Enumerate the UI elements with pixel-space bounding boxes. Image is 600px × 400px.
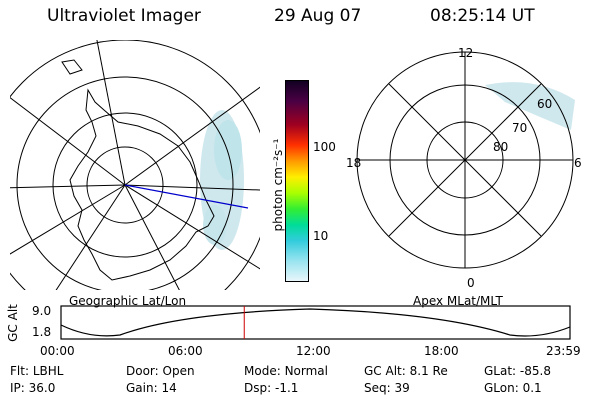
status-ip: IP: 36.0	[10, 381, 56, 395]
magnetic-polar-map	[356, 51, 575, 269]
status-gain: Gain: 14	[126, 381, 177, 395]
status-flt: Flt: LBHL	[10, 364, 64, 378]
observation-time: 08:25:14 UT	[430, 6, 535, 26]
status-gc-alt: GC Alt: 8.1 Re	[364, 364, 448, 378]
orbit-xtick-0600: 06:00	[168, 344, 203, 358]
mlt-label-12: 12	[458, 46, 474, 60]
orbit-ytick-high: 9.0	[32, 304, 52, 318]
orbit-xtick-2359: 23:59	[546, 344, 581, 358]
antarctica-coastline	[69, 88, 215, 281]
orbit-ylabel: GC Alt	[6, 304, 20, 342]
right-aurora-emission	[485, 82, 575, 130]
status-mode: Mode: Normal	[244, 364, 328, 378]
mlt-label-18: 18	[346, 156, 362, 170]
mlat-label-80: 80	[493, 140, 509, 154]
orbit-xtick-1800: 18:00	[424, 344, 459, 358]
island-outline	[61, 59, 83, 75]
orbit-altitude-curve	[60, 308, 571, 337]
instrument-title: Ultraviolet Imager	[47, 6, 201, 26]
subsatellite-direction-line	[124, 184, 249, 209]
status-glat: GLat: -85.8	[484, 364, 551, 378]
intensity-colorbar	[285, 80, 309, 282]
colorbar-unit-label: photon cm⁻²s⁻¹	[271, 138, 285, 232]
mlat-label-70: 70	[512, 121, 528, 135]
mlat-label-60: 60	[537, 97, 553, 111]
colorbar-tick-10: 10	[313, 229, 329, 243]
orbit-xtick-0000: 00:00	[40, 344, 75, 358]
orbit-altitude-plot	[60, 305, 571, 340]
right-panel-caption: Apex MLat/MLT	[413, 294, 503, 308]
observation-date: 29 Aug 07	[274, 6, 362, 26]
mlt-label-0: 0	[467, 276, 475, 290]
mlt-label-6: 6	[574, 156, 582, 170]
status-glon: GLon: 0.1	[484, 381, 542, 395]
left-aurora-emission	[200, 110, 244, 250]
left-panel-caption: Geographic Lat/Lon	[69, 294, 187, 308]
status-door: Door: Open	[126, 364, 195, 378]
lat-circle-inner	[86, 146, 164, 224]
lat-circle-outer	[16, 76, 234, 290]
status-seq: Seq: 39	[364, 381, 410, 395]
colorbar-tick-100: 100	[313, 140, 336, 154]
lat-circle-mid	[52, 112, 198, 258]
geographic-polar-map	[10, 40, 260, 290]
status-dsp: Dsp: -1.1	[244, 381, 299, 395]
orbit-xtick-1200: 12:00	[296, 344, 331, 358]
orbit-ytick-low: 1.8	[32, 325, 52, 339]
